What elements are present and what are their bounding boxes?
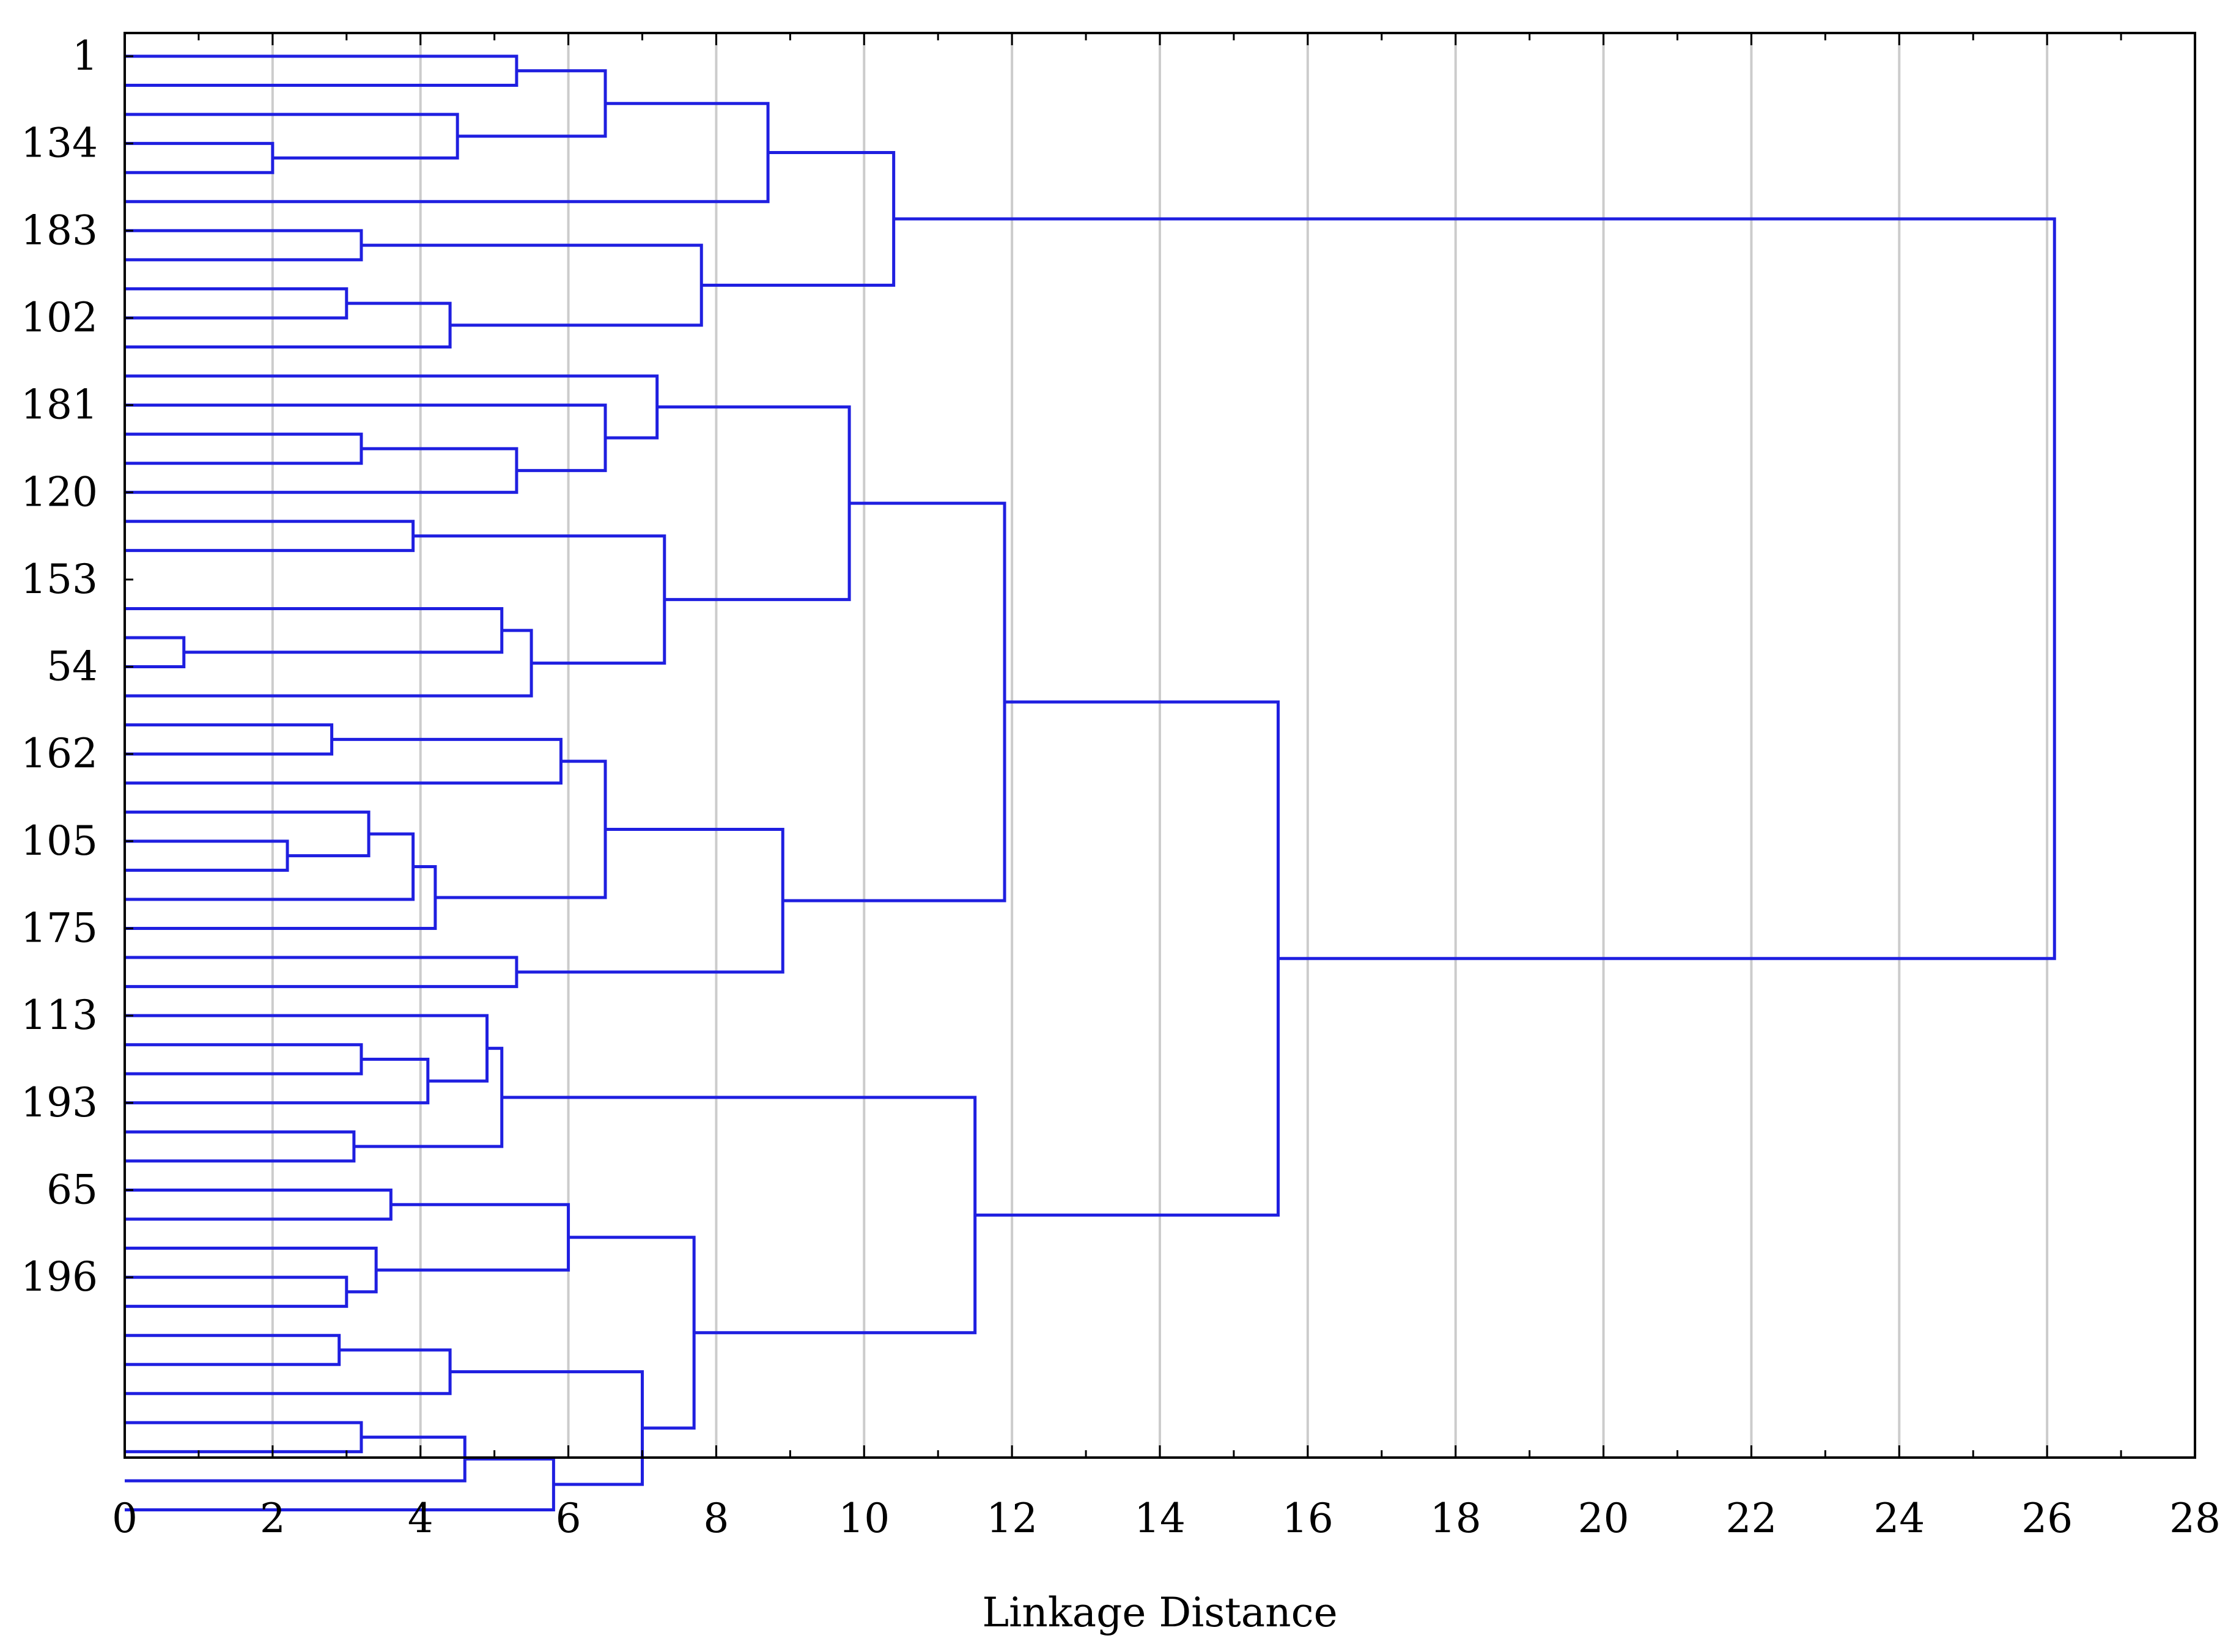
row-label-196: 196 xyxy=(21,1253,98,1300)
merge-link-AG xyxy=(125,1014,489,1083)
merge-link-AT xyxy=(568,1236,696,1430)
merge-link-AH xyxy=(125,1130,356,1163)
merge-link-S xyxy=(413,534,666,665)
merge-link-T xyxy=(657,405,851,602)
row-label-102: 102 xyxy=(21,294,98,341)
merge-link-K xyxy=(125,432,363,465)
merge-link-AJ xyxy=(125,1188,393,1221)
merge-link-AW xyxy=(893,217,2056,961)
merge-link-AN xyxy=(125,1333,341,1366)
x-tick-label-24: 24 xyxy=(1873,1495,1925,1542)
row-label-105: 105 xyxy=(21,817,98,865)
row-label-153: 153 xyxy=(21,556,98,603)
row-label-1: 1 xyxy=(72,32,98,79)
merge-link-G xyxy=(125,287,349,320)
dendrogram-tree xyxy=(125,54,2056,1511)
row-label-175: 175 xyxy=(21,905,98,952)
x-tick-label-0: 0 xyxy=(112,1495,138,1542)
merge-link-A xyxy=(125,54,518,87)
x-tick-label-26: 26 xyxy=(2021,1495,2073,1542)
row-label-65: 65 xyxy=(46,1166,98,1213)
merge-link-L xyxy=(125,447,518,494)
merge-link-AB xyxy=(125,956,518,989)
merge-link-AE xyxy=(125,1043,363,1075)
x-tick-label-6: 6 xyxy=(556,1495,581,1542)
row-label-183: 183 xyxy=(21,207,98,254)
merge-link-R xyxy=(125,629,533,698)
gridlines xyxy=(271,33,2049,1458)
merge-link-N xyxy=(125,374,659,440)
row-label-181: 181 xyxy=(21,382,98,429)
merge-link-M xyxy=(125,404,607,473)
merge-link-U xyxy=(125,723,334,756)
merge-link-P xyxy=(125,636,186,669)
x-tick-label-16: 16 xyxy=(1282,1495,1333,1542)
x-tick-label-14: 14 xyxy=(1134,1495,1186,1542)
merge-link-F xyxy=(125,229,363,262)
x-tick-label-12: 12 xyxy=(986,1495,1038,1542)
merge-link-C xyxy=(125,112,459,160)
x-axis-ticks xyxy=(124,33,2196,1458)
merge-link-AL xyxy=(125,1247,378,1294)
x-tick-label-22: 22 xyxy=(1725,1495,1777,1542)
merge-link-H xyxy=(125,301,452,348)
row-label-120: 120 xyxy=(21,468,98,515)
merge-link-AS xyxy=(450,1370,644,1486)
x-tick-label-2: 2 xyxy=(260,1495,286,1542)
x-tick-label-8: 8 xyxy=(703,1495,729,1542)
merge-link-B xyxy=(125,142,275,174)
merge-link-AQ xyxy=(125,1436,467,1483)
merge-link-Z xyxy=(125,865,437,930)
row-label-113: 113 xyxy=(21,992,98,1039)
merge-link-AD xyxy=(783,501,1006,902)
merge-link-AK xyxy=(125,1275,349,1308)
merge-link-AF xyxy=(125,1057,430,1105)
merge-link-AP xyxy=(125,1421,363,1453)
row-label-54: 54 xyxy=(46,643,98,690)
merge-link-AO xyxy=(125,1348,452,1395)
merge-link-Q xyxy=(125,607,504,654)
merge-link-AC xyxy=(516,828,784,974)
row-labels: 1 134 183 102 181 120 153 54 162 105 175 113 193 65 19… xyxy=(21,32,98,1300)
x-tick-labels: 0 2 4 6 8 10 12 14 16 18 20 22 24 26 28 xyxy=(112,1495,2221,1542)
x-tick-label-10: 10 xyxy=(838,1495,890,1542)
merge-link-W xyxy=(125,839,289,872)
merge-link-O xyxy=(125,520,415,552)
row-label-162: 162 xyxy=(21,730,98,777)
x-tick-label-4: 4 xyxy=(408,1495,433,1542)
merge-link-AV xyxy=(975,700,1280,1217)
x-tick-label-28: 28 xyxy=(2169,1495,2221,1542)
merge-link-E xyxy=(125,101,770,204)
x-axis-title: Linkage Distance xyxy=(982,1589,1337,1636)
merge-link-AR xyxy=(125,1457,555,1511)
merge-link-AM xyxy=(376,1203,570,1272)
merge-link-X xyxy=(125,810,371,858)
row-label-193: 193 xyxy=(21,1079,98,1126)
merge-link-Y xyxy=(125,832,415,901)
row-label-134: 134 xyxy=(21,120,98,167)
x-tick-label-18: 18 xyxy=(1430,1495,1481,1542)
merge-link-D xyxy=(457,69,607,138)
merge-link-I xyxy=(361,243,703,327)
merge-link-AU xyxy=(501,1096,977,1335)
merge-link-V xyxy=(125,737,563,785)
x-tick-label-20: 20 xyxy=(1578,1495,1629,1542)
